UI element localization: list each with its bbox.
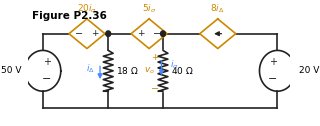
- Text: +: +: [137, 29, 145, 38]
- Text: $v_o$: $v_o$: [144, 66, 156, 76]
- Text: 50 V: 50 V: [1, 66, 21, 75]
- Text: 40 $\Omega$: 40 $\Omega$: [171, 65, 194, 76]
- Text: −: −: [151, 84, 159, 94]
- Text: +: +: [92, 29, 99, 38]
- Text: −: −: [42, 74, 52, 84]
- Text: +: +: [43, 57, 51, 67]
- Text: +: +: [268, 57, 276, 67]
- Text: −: −: [268, 74, 277, 84]
- Text: −: −: [153, 29, 161, 39]
- Text: 20$i_\sigma$: 20$i_\sigma$: [77, 3, 97, 15]
- Text: 18 $\Omega$: 18 $\Omega$: [116, 65, 139, 76]
- Text: Figure P2.36: Figure P2.36: [32, 11, 107, 21]
- Text: +: +: [151, 53, 159, 62]
- Circle shape: [161, 31, 165, 37]
- Text: $i_\Delta$: $i_\Delta$: [86, 63, 95, 75]
- Text: 8$i_\Delta$: 8$i_\Delta$: [211, 3, 225, 15]
- Circle shape: [106, 31, 111, 37]
- Text: −: −: [75, 29, 83, 39]
- Text: 5$i_\sigma$: 5$i_\sigma$: [142, 3, 156, 15]
- Text: 20 V: 20 V: [299, 66, 319, 75]
- Text: $i_\sigma$: $i_\sigma$: [170, 59, 179, 71]
